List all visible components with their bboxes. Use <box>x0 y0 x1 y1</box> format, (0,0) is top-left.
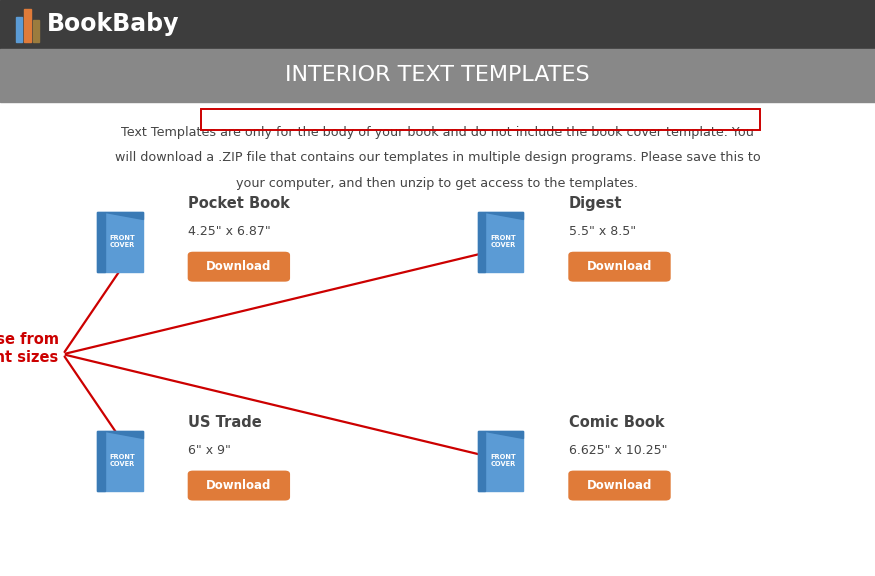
Bar <box>97 431 105 491</box>
Text: Choose from
different sizes: Choose from different sizes <box>0 332 59 365</box>
Text: 5.5" x 8.5": 5.5" x 8.5" <box>569 225 636 238</box>
Text: Pocket Book: Pocket Book <box>188 196 290 211</box>
Bar <box>478 212 523 272</box>
Text: your computer, and then unzip to get access to the templates.: your computer, and then unzip to get acc… <box>236 177 639 191</box>
Text: US Trade: US Trade <box>188 415 262 430</box>
Bar <box>97 212 143 272</box>
Text: FRONT
COVER: FRONT COVER <box>490 236 516 248</box>
Text: Download: Download <box>206 260 271 273</box>
Polygon shape <box>486 431 523 438</box>
Text: FRONT
COVER: FRONT COVER <box>109 454 136 467</box>
FancyBboxPatch shape <box>569 471 671 501</box>
Bar <box>478 212 486 272</box>
Polygon shape <box>105 431 143 438</box>
Text: FRONT
COVER: FRONT COVER <box>490 454 516 467</box>
Bar <box>24 9 31 42</box>
Polygon shape <box>486 212 523 219</box>
Bar <box>33 20 39 42</box>
Bar <box>478 431 523 491</box>
Text: BookBaby: BookBaby <box>47 12 179 36</box>
Text: Download: Download <box>587 479 652 492</box>
Text: Digest: Digest <box>569 196 622 211</box>
Text: Comic Book: Comic Book <box>569 415 664 430</box>
Polygon shape <box>105 212 143 219</box>
Bar <box>97 212 105 272</box>
Bar <box>0 0 875 49</box>
FancyBboxPatch shape <box>569 252 671 282</box>
Text: Download: Download <box>587 260 652 273</box>
FancyBboxPatch shape <box>188 252 290 282</box>
Bar <box>478 431 486 491</box>
FancyBboxPatch shape <box>188 471 290 501</box>
Text: will download a .ZIP file that contains our templates in multiple design program: will download a .ZIP file that contains … <box>115 151 760 165</box>
Text: INTERIOR TEXT TEMPLATES: INTERIOR TEXT TEMPLATES <box>285 66 590 85</box>
Text: 6.625" x 10.25": 6.625" x 10.25" <box>569 444 668 457</box>
Bar <box>0 49 875 102</box>
Text: 4.25" x 6.87": 4.25" x 6.87" <box>188 225 271 238</box>
Bar <box>16 17 22 42</box>
Text: 6" x 9": 6" x 9" <box>188 444 231 457</box>
Bar <box>97 431 143 491</box>
Text: Text Templates are only for the body of your book and do not include the book co: Text Templates are only for the body of … <box>121 126 754 139</box>
Text: Download: Download <box>206 479 271 492</box>
Text: FRONT
COVER: FRONT COVER <box>109 236 136 248</box>
